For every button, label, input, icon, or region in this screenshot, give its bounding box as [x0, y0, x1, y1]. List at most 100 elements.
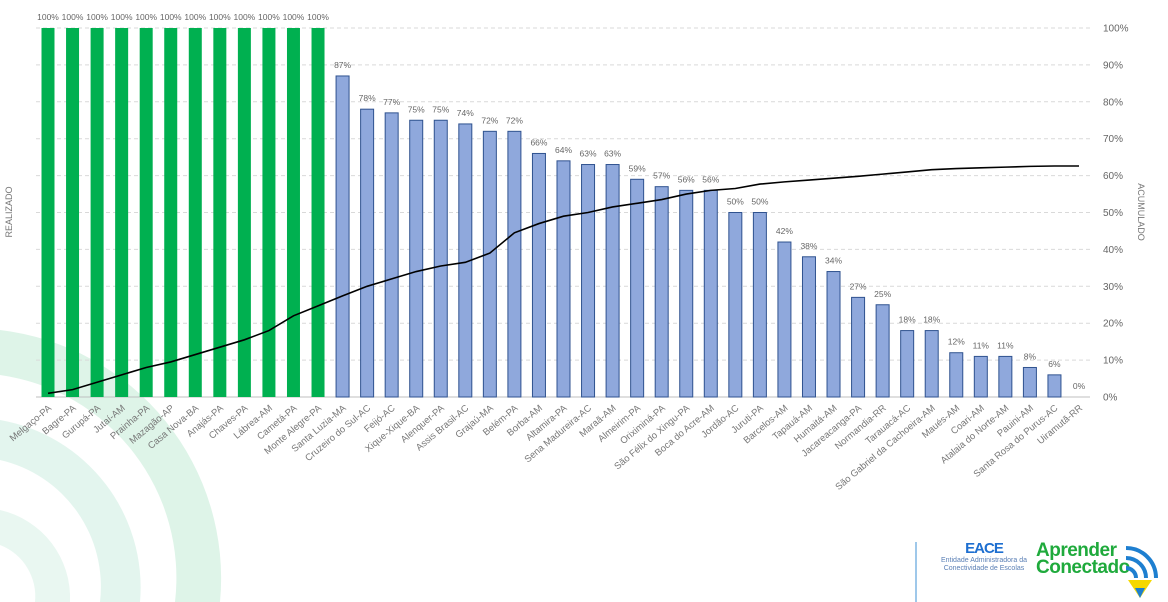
bar: [556, 160, 571, 398]
bar: [286, 28, 300, 397]
bar: [433, 119, 448, 398]
bar: [311, 28, 325, 397]
data-label: 11%: [973, 340, 990, 350]
bar: [752, 212, 767, 398]
bar: [703, 189, 718, 398]
y-tick-label: 60%: [1103, 171, 1123, 182]
y-tick-label: 10%: [1103, 356, 1123, 367]
bar: [335, 75, 350, 398]
data-label: 100%: [234, 12, 256, 22]
y-tick-label: 100%: [1103, 24, 1129, 35]
data-label: 66%: [530, 137, 547, 147]
data-label: 38%: [800, 241, 817, 251]
conectado-text: Conectado: [1036, 557, 1130, 578]
data-label: 34%: [825, 256, 842, 266]
bar: [139, 28, 153, 397]
data-label: 74%: [457, 108, 474, 118]
data-label: 12%: [948, 337, 965, 347]
data-label: 87%: [334, 60, 351, 70]
bar: [213, 28, 227, 397]
data-label: 77%: [383, 97, 400, 107]
logos: EACE Entidade Administradora da Conectiv…: [912, 538, 1168, 602]
bar: [1022, 366, 1037, 398]
y-axis-label-left: REALIZADO: [4, 186, 14, 237]
data-label: 100%: [258, 12, 280, 22]
bar: [237, 28, 251, 397]
data-label: 11%: [997, 340, 1014, 350]
bar: [949, 352, 964, 398]
bar: [900, 330, 915, 398]
data-label: 18%: [899, 315, 916, 325]
bar: [507, 130, 522, 398]
data-label: 50%: [751, 197, 768, 207]
y-tick-label: 0%: [1103, 393, 1118, 404]
bar: [973, 355, 988, 398]
data-label: 64%: [555, 145, 572, 155]
data-label: 100%: [283, 12, 305, 22]
wifi-pencil-icon: [1125, 546, 1158, 598]
y-tick-label: 50%: [1103, 208, 1123, 219]
bar: [630, 178, 645, 398]
bar: [826, 271, 841, 398]
bar: [384, 112, 399, 398]
data-label: 63%: [580, 149, 597, 159]
bar: [90, 28, 104, 397]
aprender-text: Aprender: [1036, 540, 1117, 561]
data-label: 27%: [850, 281, 867, 291]
data-label: 57%: [653, 171, 670, 181]
y-tick-label: 20%: [1103, 319, 1123, 330]
eace-logo: EACE Entidade Administradora da Conectiv…: [934, 540, 1034, 573]
data-label: 100%: [160, 12, 182, 22]
bar: [188, 28, 202, 397]
data-label: 100%: [307, 12, 329, 22]
data-label: 56%: [678, 174, 695, 184]
data-label: 0%: [1073, 381, 1086, 391]
data-label: 8%: [1024, 351, 1037, 361]
data-label: 100%: [135, 12, 157, 22]
bar: [482, 130, 497, 398]
aprender-conectado-logo: Aprender Conectado: [1036, 540, 1130, 578]
bar: [801, 256, 816, 398]
divider: [915, 542, 917, 602]
eace-title: EACE: [965, 540, 1004, 557]
bar: [654, 186, 669, 398]
eace-subtitle-2: Conectividade de Escolas: [943, 565, 1025, 572]
bar: [262, 28, 276, 397]
bar: [66, 28, 80, 397]
bar: [924, 330, 939, 398]
bar: [360, 108, 375, 398]
data-label: 63%: [604, 149, 621, 159]
data-label: 78%: [359, 93, 376, 103]
bar: [679, 189, 694, 398]
bar: [409, 119, 424, 398]
data-label: 72%: [481, 115, 498, 125]
y-tick-label: 90%: [1103, 60, 1123, 71]
bar: [531, 152, 546, 398]
bar: [728, 212, 743, 398]
data-label: 18%: [923, 315, 940, 325]
data-label: 75%: [408, 104, 425, 114]
data-label: 50%: [727, 197, 744, 207]
data-label: 72%: [506, 115, 523, 125]
cumulative-line: [47, 165, 1079, 395]
data-label: 100%: [184, 12, 206, 22]
y-axis-label-right: ACUMULADO: [1136, 183, 1146, 241]
data-label: 100%: [209, 12, 231, 22]
data-label: 75%: [432, 104, 449, 114]
data-label: 25%: [874, 289, 891, 299]
bar: [605, 164, 620, 398]
bar: [998, 355, 1013, 398]
bar: [1047, 374, 1062, 398]
bar: [115, 28, 129, 397]
data-label: 100%: [62, 12, 84, 22]
eace-subtitle-1: Entidade Administradora da: [941, 557, 1027, 564]
data-label: 100%: [86, 12, 108, 22]
y-tick-label: 80%: [1103, 97, 1123, 108]
data-label: 100%: [111, 12, 133, 22]
bar: [777, 241, 792, 398]
y-tick-label: 70%: [1103, 134, 1123, 145]
bar: [41, 28, 55, 397]
data-label: 59%: [629, 163, 646, 173]
